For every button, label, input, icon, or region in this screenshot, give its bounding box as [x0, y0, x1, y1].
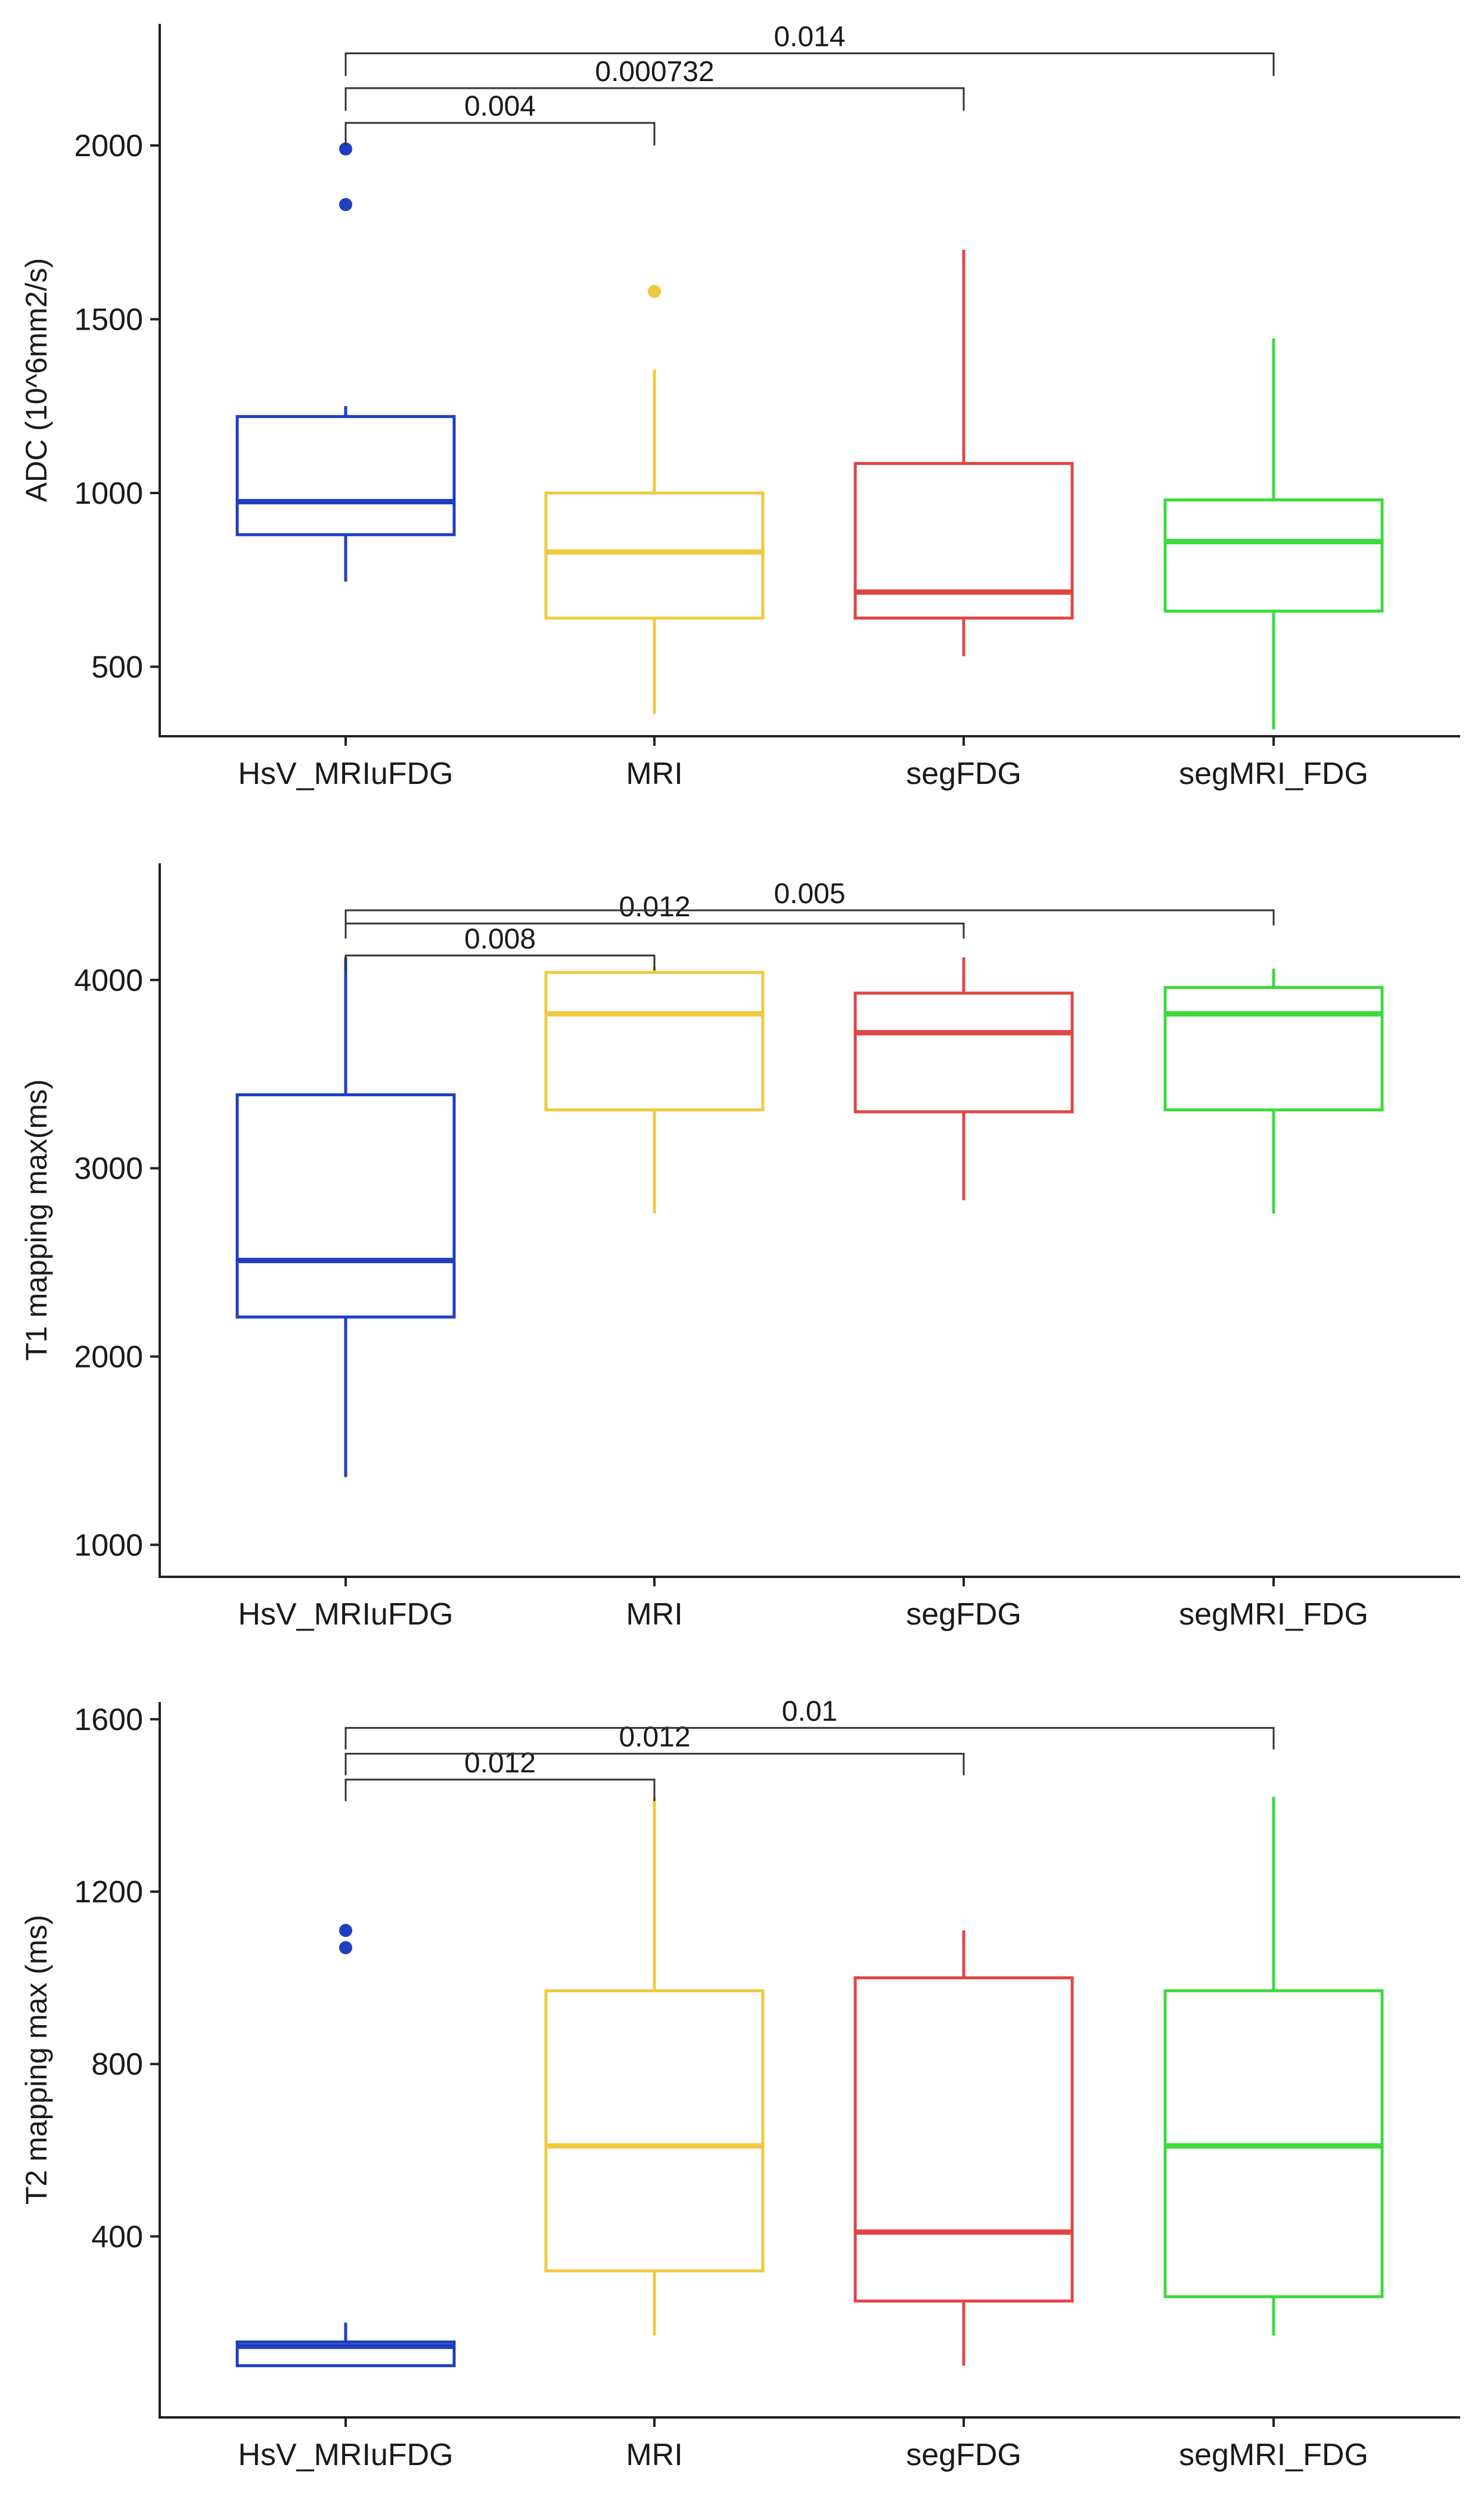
p-value-label: 0.012: [619, 891, 690, 923]
x-tick-label: segMRI_FDG: [1179, 757, 1368, 791]
bracket-line: [344, 52, 1275, 76]
significance-bracket: 0.000732: [344, 56, 965, 111]
y-axis-label: ADC (10^6mm2/s): [20, 258, 53, 503]
x-tick-label: segMRI_FDG: [1179, 2438, 1368, 2472]
box-HsV_MRIuFDG: [235, 1924, 456, 2367]
bracket-line: [344, 1726, 1275, 1750]
x-tick-label: MRI: [626, 1597, 682, 1632]
bracket-line: [344, 909, 1275, 926]
bracket-line: [344, 954, 656, 971]
box-segFDG: [853, 957, 1074, 1201]
box-HsV_MRIuFDG: [235, 142, 456, 582]
significance-bracket: 0.014: [344, 21, 1275, 76]
x-tick-label: MRI: [626, 757, 682, 791]
x-tick-label: HsV_MRIuFDG: [238, 1597, 453, 1632]
iqr-box: [853, 1976, 1074, 2303]
outlier-point: [339, 198, 352, 212]
y-tick-label: 3000: [74, 1152, 143, 1186]
panel-2: 1000 2000 3000 4000 T1 mapping max(ms) HsV_MR…: [20, 863, 1460, 1632]
iqr-box: [544, 971, 765, 1112]
panel-3: 400 800 1200 1600 T2 mapping max (ms) HsV_MRI…: [20, 1695, 1460, 2472]
p-value-label: 0.012: [619, 1722, 690, 1753]
significance-bracket: 0.008: [344, 923, 656, 971]
bracket-line: [344, 87, 965, 111]
box-segMRI_FDG: [1163, 968, 1384, 1214]
box-segMRI_FDG: [1163, 338, 1384, 730]
p-value-label: 0.005: [774, 878, 845, 910]
iqr-box: [544, 1989, 765, 2273]
p-value-label: 0.01: [782, 1695, 837, 1727]
significance-bracket: 0.004: [344, 91, 656, 146]
iqr-box: [544, 491, 765, 620]
significance-bracket: 0.012: [344, 1747, 656, 1802]
x-tick-label: segFDG: [906, 1597, 1022, 1632]
y-tick-label: 1000: [74, 1528, 143, 1563]
box-segFDG: [853, 1930, 1074, 2366]
y-axis-label: T2 mapping max (ms): [20, 1915, 53, 2205]
x-tick-label: segMRI_FDG: [1179, 1597, 1368, 1632]
bracket-line: [344, 922, 965, 939]
x-tick-label: HsV_MRIuFDG: [238, 757, 453, 791]
y-tick-label: 1200: [74, 1875, 143, 1909]
iqr-box: [235, 1093, 456, 1319]
y-tick-label: 1600: [74, 1703, 143, 1737]
outlier-point: [339, 142, 352, 156]
x-tick-label: segFDG: [906, 757, 1022, 791]
y-tick-label: 1500: [74, 302, 143, 337]
x-tick-label: segFDG: [906, 2438, 1022, 2472]
x-tick-label: MRI: [626, 2438, 682, 2472]
outlier-point: [339, 1941, 352, 1955]
iqr-box: [853, 991, 1074, 1114]
outlier-point: [648, 284, 661, 298]
y-axis-label: T1 mapping max(ms): [20, 1079, 53, 1360]
box-MRI: [544, 966, 765, 1214]
p-value-label: 0.014: [774, 21, 845, 53]
box-segMRI_FDG: [1163, 1797, 1384, 2336]
iqr-box: [853, 461, 1074, 620]
outlier-point: [339, 1924, 352, 1938]
significance-bracket: 0.012: [344, 891, 965, 939]
iqr-box: [235, 415, 456, 537]
p-value-label: 0.000732: [595, 56, 714, 88]
bracket-line: [344, 1778, 656, 1802]
p-value-label: 0.012: [464, 1747, 536, 1779]
significance-bracket: 0.012: [344, 1722, 965, 1775]
box-MRI: [544, 1797, 765, 2336]
bracket-line: [344, 122, 656, 146]
panel-1: 500 1000 1500 2000 ADC (10^6mm2/s) HsV_MRIuFD…: [20, 21, 1460, 791]
box-HsV_MRIuFDG: [235, 957, 456, 1477]
y-tick-label: 800: [91, 2047, 143, 2082]
y-tick-label: 400: [91, 2219, 143, 2254]
significance-bracket: 0.005: [344, 878, 1275, 926]
box-MRI: [544, 284, 765, 714]
y-tick-label: 1000: [74, 476, 143, 511]
y-tick-label: 2000: [74, 129, 143, 163]
p-value-label: 0.008: [464, 923, 536, 955]
y-tick-label: 2000: [74, 1340, 143, 1374]
significance-bracket: 0.01: [344, 1695, 1275, 1750]
iqr-box: [1163, 985, 1384, 1112]
bracket-line: [344, 1753, 965, 1775]
iqr-box: [1163, 498, 1384, 613]
y-tick-label: 4000: [74, 963, 143, 998]
x-tick-label: HsV_MRIuFDG: [238, 2438, 453, 2472]
p-value-label: 0.004: [464, 91, 536, 122]
y-tick-label: 500: [91, 650, 143, 684]
box-segFDG: [853, 249, 1074, 656]
